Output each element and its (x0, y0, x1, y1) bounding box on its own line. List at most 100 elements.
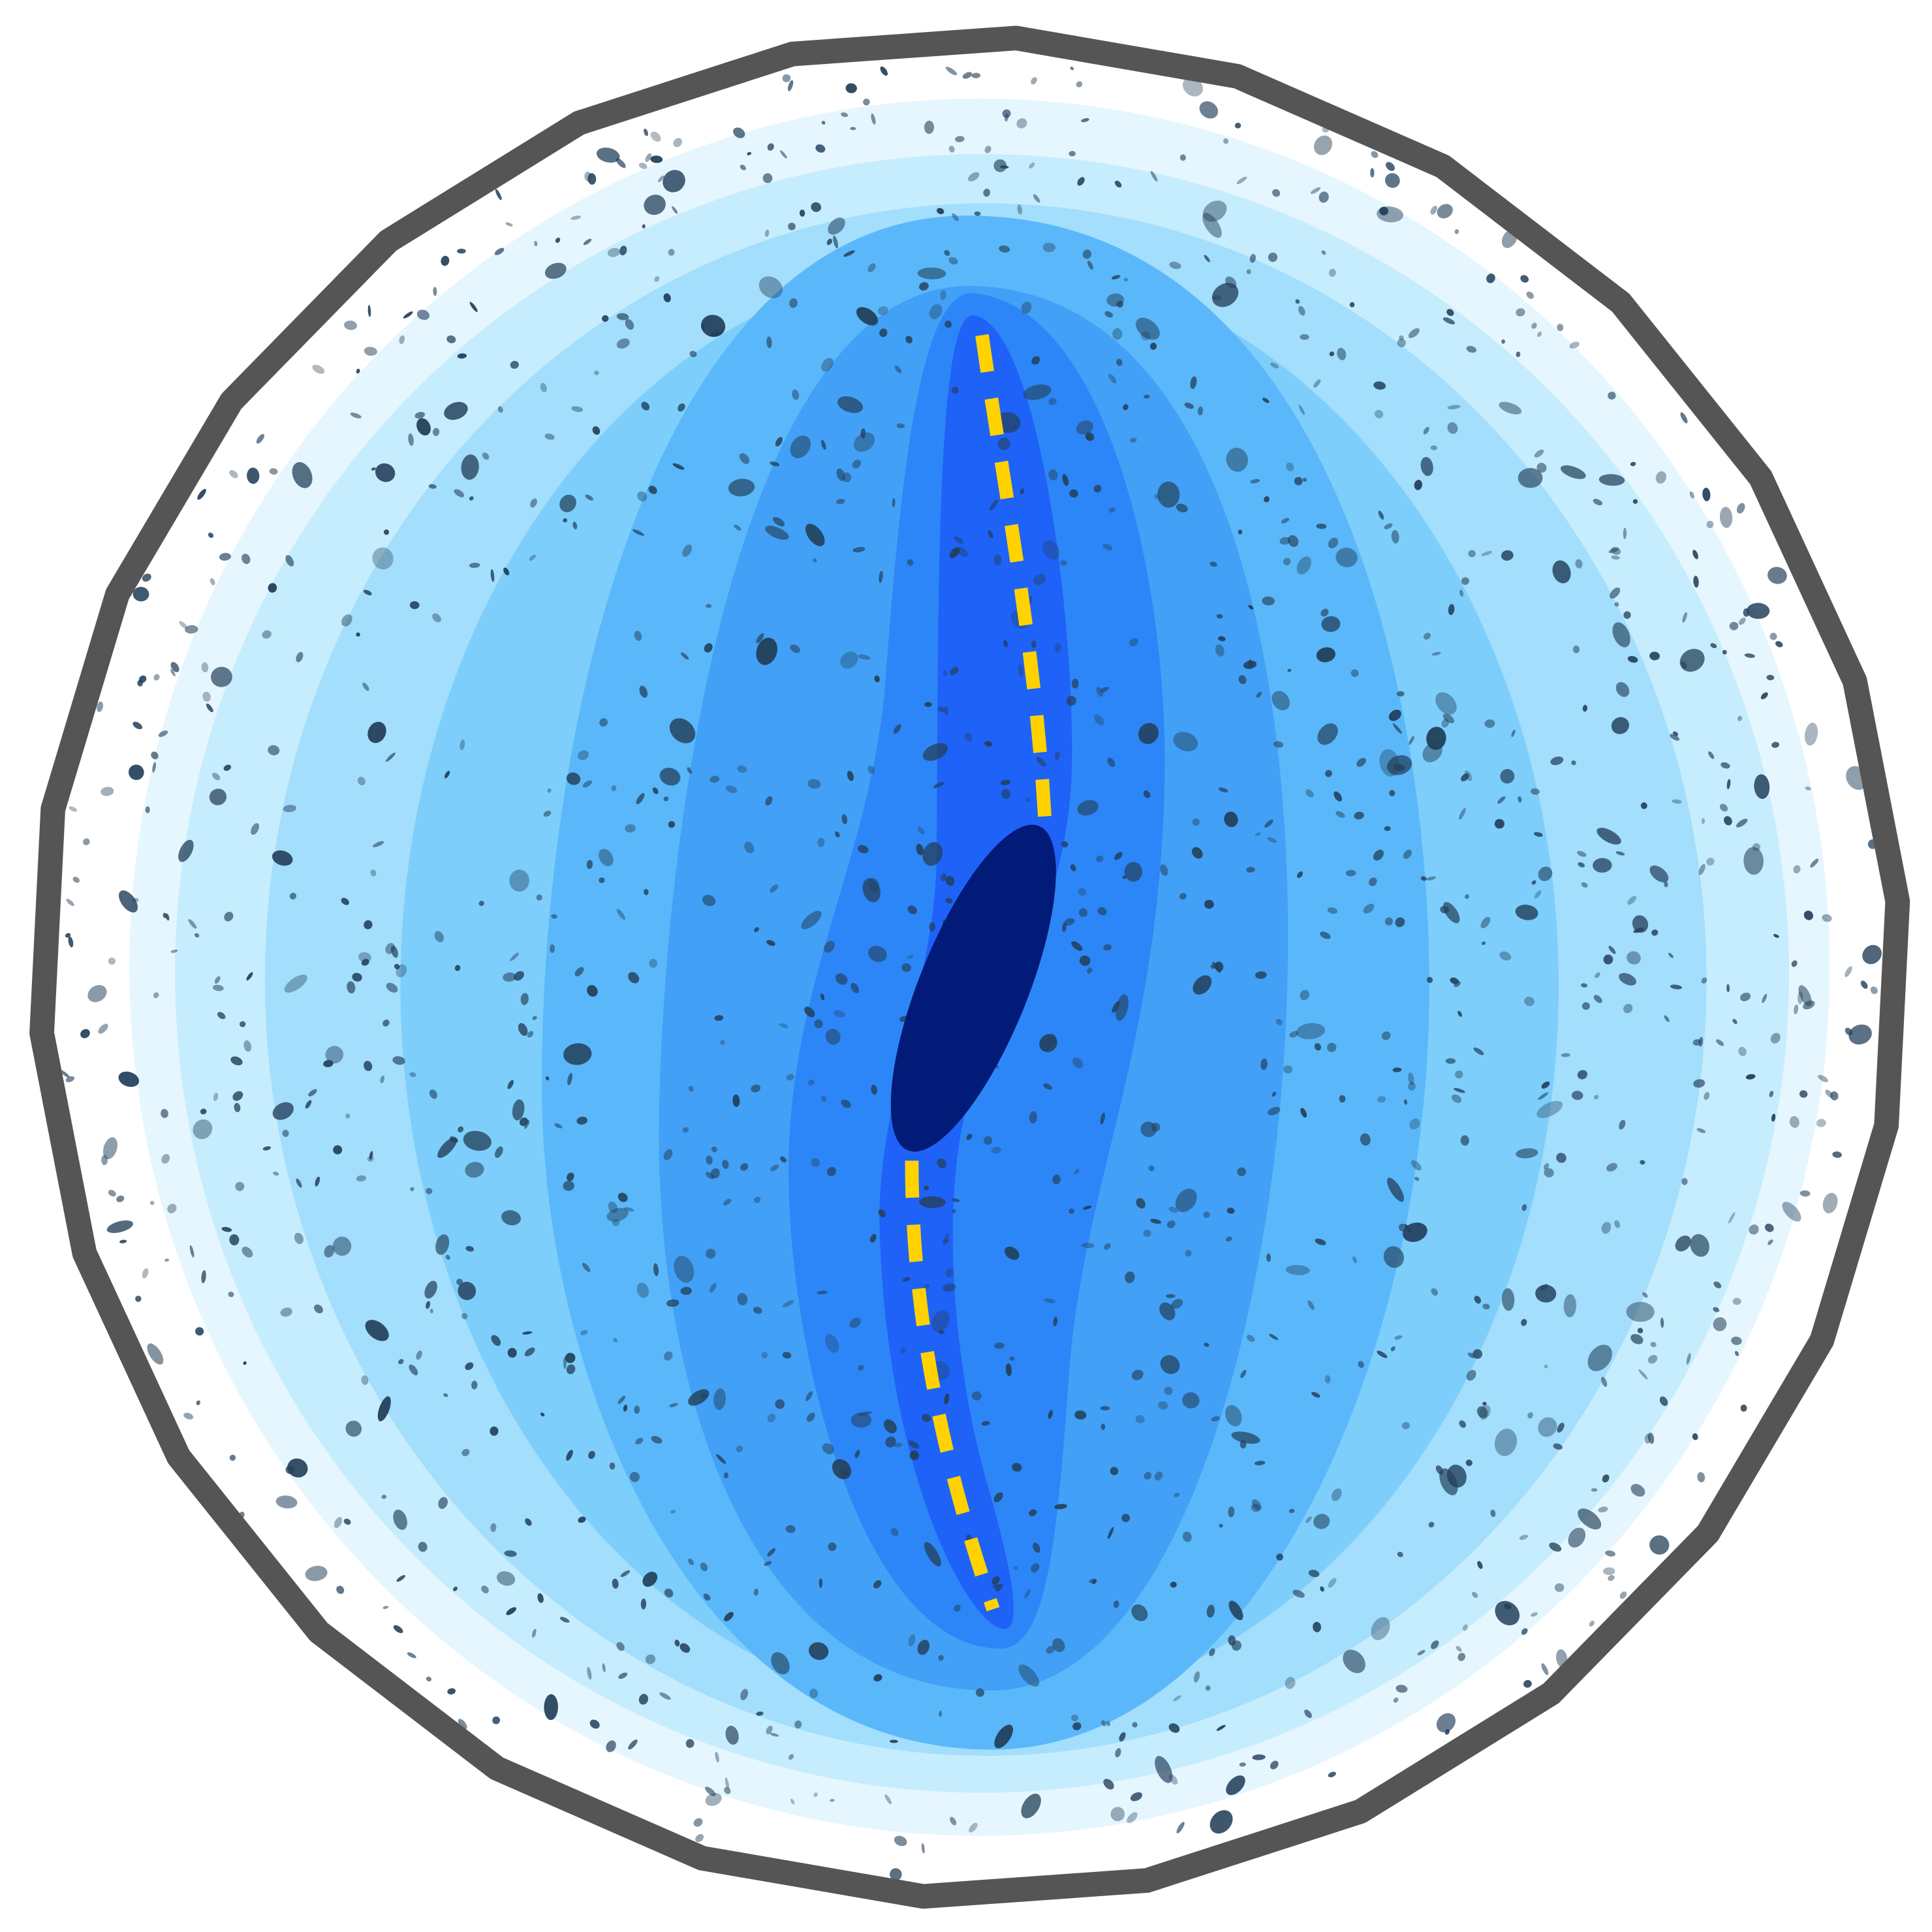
speckle (945, 875, 955, 886)
speckle (1457, 1010, 1463, 1017)
speckle (945, 67, 958, 76)
speckle (1623, 527, 1627, 539)
speckle (673, 138, 683, 148)
speckle (1121, 1514, 1130, 1523)
speckle (1447, 422, 1458, 434)
speckle (559, 494, 576, 512)
speckle (465, 1362, 474, 1371)
speckle (1108, 373, 1117, 384)
speckle (1333, 791, 1343, 802)
speckle (586, 860, 593, 869)
speckle (860, 428, 866, 439)
speckle (700, 1563, 708, 1572)
speckle (1731, 1336, 1742, 1345)
speckle (1077, 800, 1098, 816)
speckle (845, 83, 857, 93)
speckle (183, 1412, 194, 1420)
speckle (394, 963, 400, 970)
speckle (1154, 1471, 1163, 1481)
speckle (446, 335, 456, 343)
speckle (624, 1207, 634, 1212)
speckle (1144, 1472, 1152, 1480)
speckle (1370, 168, 1375, 178)
speckle (999, 245, 1010, 253)
speckle (223, 764, 232, 771)
speckle (975, 1688, 985, 1697)
speckle (1252, 1754, 1266, 1760)
speckle (1477, 1561, 1483, 1569)
speckle (1123, 404, 1129, 411)
speckle (1734, 1350, 1739, 1356)
speckle (282, 1129, 289, 1137)
speckle (153, 992, 159, 999)
speckle (399, 335, 405, 345)
speckle (1198, 406, 1204, 416)
speckle (1568, 1527, 1586, 1548)
speckle (1248, 604, 1254, 610)
speckle (1664, 881, 1668, 888)
speckle (118, 890, 138, 913)
speckle (809, 1689, 818, 1698)
speckle (653, 1263, 659, 1277)
speckle (668, 249, 675, 256)
speckle (1764, 1223, 1774, 1232)
speckle (1860, 980, 1868, 989)
speckle (766, 336, 772, 349)
speckle (1516, 1148, 1538, 1159)
speckle (1519, 1535, 1529, 1540)
speckle (672, 463, 685, 470)
speckle (343, 1518, 351, 1525)
speckle (1108, 507, 1116, 513)
speckle (262, 630, 272, 639)
speckle (616, 1642, 625, 1651)
speckle (1732, 1298, 1741, 1305)
speckle (1107, 757, 1115, 768)
speckle (426, 1187, 433, 1194)
speckle (416, 1350, 422, 1360)
speckle (1078, 908, 1088, 917)
speckle (764, 1561, 772, 1566)
speckle (954, 536, 964, 544)
speckle (1713, 1317, 1727, 1332)
speckle (1391, 529, 1399, 544)
speckle (1103, 944, 1112, 951)
speckle (1138, 723, 1159, 744)
speckle (1630, 1333, 1644, 1345)
speckle (1467, 1352, 1475, 1358)
speckle (1005, 1246, 1020, 1260)
speckle (644, 889, 649, 896)
speckle (1408, 1082, 1416, 1091)
speckle (669, 1403, 678, 1408)
speckle (1093, 484, 1102, 493)
speckle (944, 1239, 949, 1243)
speckle (1396, 691, 1405, 697)
speckle (1713, 1307, 1720, 1313)
speckle (1668, 952, 1674, 958)
speckle (1457, 1653, 1466, 1661)
speckle (850, 982, 860, 993)
speckle (663, 1351, 673, 1361)
speckle (364, 1061, 373, 1071)
speckle (1204, 1343, 1209, 1347)
speckle (890, 1527, 899, 1536)
speckle (292, 461, 313, 488)
speckle (1536, 1100, 1563, 1118)
speckle (1392, 723, 1402, 734)
speckle (458, 1126, 464, 1133)
speckle (867, 766, 875, 774)
speckle (1363, 903, 1375, 914)
speckle (1387, 755, 1412, 775)
speckle (1159, 1302, 1176, 1320)
speckle (1805, 786, 1811, 790)
speckle (725, 1726, 739, 1745)
speckle (458, 1281, 476, 1300)
speckle (917, 267, 946, 279)
speckle (607, 247, 621, 257)
speckle (1308, 1569, 1320, 1578)
speckle (1016, 118, 1027, 129)
speckle (1304, 1709, 1312, 1719)
speckle (1360, 1133, 1371, 1146)
speckle (1769, 632, 1777, 640)
speckle (390, 945, 398, 958)
speckle (152, 762, 156, 773)
